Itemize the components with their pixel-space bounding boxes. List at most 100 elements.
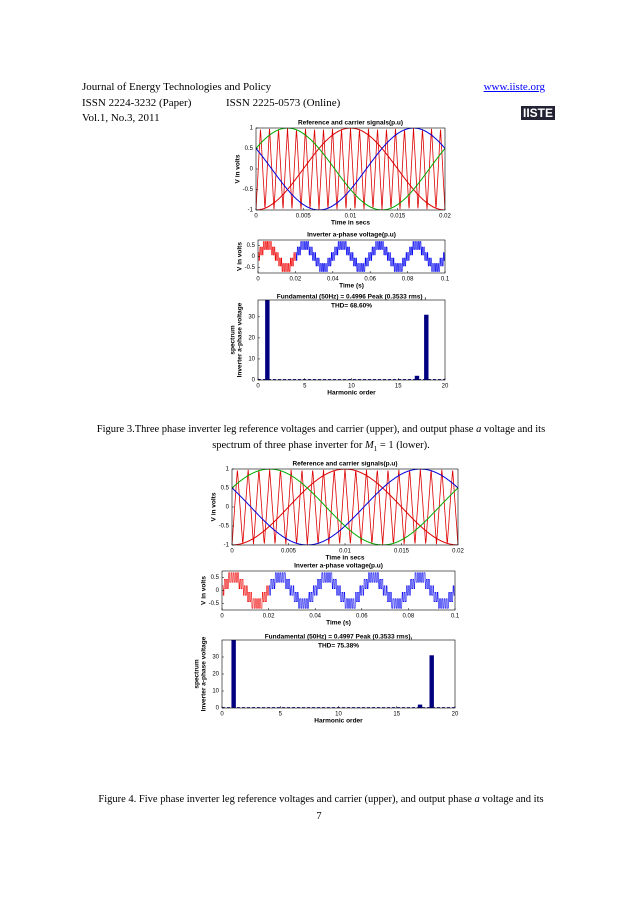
x-axis-label: Time in secs: [331, 220, 370, 227]
y-tick-label: -0.5: [209, 601, 220, 607]
y-axis-label: V in volts: [235, 154, 242, 183]
bar: [265, 300, 270, 380]
y-tick-label: -1: [248, 208, 254, 214]
bar: [417, 704, 423, 708]
journal: Journal of Energy Technologies and Polic…: [82, 81, 272, 93]
y-axis-label: V in volts: [237, 242, 244, 271]
x-tick-label: 0.08: [402, 277, 414, 283]
reference-wave: [232, 469, 458, 545]
x-tick-label: 0.02: [439, 214, 451, 220]
logo: IISTE: [521, 106, 556, 120]
caption-text: Figure 4. Five phase inverter leg refere…: [98, 794, 475, 805]
plot-title: Reference and carrier signals(p.u): [292, 461, 397, 468]
caption-text: = 1 (lower).: [377, 440, 430, 451]
output-wave: [268, 572, 455, 609]
plot-area: [258, 241, 445, 272]
x-tick-label: 0.08: [403, 614, 415, 620]
y-tick-label: 0.5: [221, 486, 230, 492]
frame: [255, 127, 446, 211]
x-axis-label: Time (s): [339, 283, 364, 290]
y-tick-label: 0: [252, 254, 256, 260]
y-tick-label: -1: [224, 543, 230, 549]
plot-title: THD= 68.60%: [331, 303, 372, 310]
plot-area: [256, 128, 445, 210]
x-tick-label: 0: [256, 277, 260, 283]
website: www.iiste.org: [483, 81, 545, 93]
x-tick-label: 0.015: [394, 549, 410, 555]
y-axis-label: spectrum: [194, 659, 201, 688]
output-wave: [295, 241, 445, 272]
x-axis-label: Harmonic order: [327, 390, 376, 397]
frame: [221, 639, 456, 709]
y-tick-label: 0.5: [211, 575, 220, 581]
page-number: 7: [316, 811, 322, 822]
x-tick-label: 5: [279, 712, 283, 718]
x-tick-label: 0: [230, 549, 234, 555]
x-tick-label: 0: [254, 214, 258, 220]
carrier-wave: [256, 128, 445, 210]
x-tick-label: 10: [348, 384, 355, 390]
x-tick-label: 10: [335, 712, 342, 718]
plot-area: [222, 572, 455, 609]
x-tick-label: 0.06: [364, 277, 376, 283]
bar: [414, 375, 420, 380]
x-tick-label: 0.1: [441, 277, 450, 283]
bar: [231, 640, 236, 708]
y-tick-label: -0.5: [243, 187, 254, 193]
caption-text: M: [364, 440, 374, 451]
caption-text: a: [476, 424, 482, 435]
caption: Figure 4. Five phase inverter leg refere…: [92, 792, 550, 808]
caption-text: voltage and its spectrum of three phase …: [212, 424, 546, 451]
y-tick-label: 0.5: [247, 243, 256, 249]
y-axis-label: V in volts: [201, 576, 208, 605]
reference-wave: [256, 128, 445, 210]
x-tick-label: 0.005: [281, 549, 297, 555]
x-tick-label: 0.02: [290, 277, 302, 283]
issn-paper: ISSN 2224-3232 (Paper): [82, 97, 192, 109]
plot-title: Fundamental (50Hz) = 0.4997 Peak (0.3533…: [265, 634, 413, 641]
x-tick-label: 0.02: [263, 614, 275, 620]
y-tick-label: 20: [212, 672, 219, 678]
y-axis-label: V in volts: [211, 492, 218, 521]
x-tick-label: 0.06: [356, 614, 368, 620]
x-tick-label: 0.01: [345, 214, 357, 220]
y-tick-label: 10: [212, 689, 219, 695]
y-tick-label: 0: [250, 167, 254, 173]
y-tick-label: 20: [248, 335, 255, 341]
plot-area: [258, 300, 445, 380]
x-tick-label: 0.01: [339, 549, 351, 555]
x-tick-label: 5: [303, 384, 307, 390]
plot-title: Fundamental (50Hz) = 0.4996 Peak (0.3533…: [277, 294, 427, 301]
carrier-wave: [232, 469, 458, 545]
reference-wave: [256, 128, 445, 210]
bar: [424, 314, 429, 380]
x-tick-label: 0.015: [390, 214, 406, 220]
plot-title: THD= 75.38%: [318, 643, 359, 650]
reference-wave: [232, 469, 458, 545]
y-tick-label: 0: [252, 378, 256, 384]
x-tick-label: 15: [395, 384, 402, 390]
reference-wave: [232, 469, 458, 545]
x-tick-label: 0: [256, 384, 260, 390]
y-axis-label: spectrum: [230, 325, 237, 354]
caption-text: 1: [373, 445, 378, 454]
bar: [429, 655, 434, 708]
x-axis-label: Time (s): [326, 620, 351, 627]
y-tick-label: 0: [216, 706, 220, 712]
plot-title: Inverter a-phase voltage(p.u): [307, 232, 396, 239]
x-tick-label: 0.02: [452, 549, 464, 555]
y-tick-label: 1: [226, 467, 230, 473]
y-tick-label: 0: [216, 588, 220, 594]
x-axis-label: Time in secs: [326, 555, 365, 562]
x-tick-label: 0: [220, 712, 224, 718]
x-tick-label: 0.1: [451, 614, 460, 620]
y-tick-label: 1: [250, 126, 254, 132]
plot-title: Reference and carrier signals(p.u): [298, 120, 403, 127]
y-axis-label: Inverter a-phase voltage: [201, 636, 208, 711]
caption: Figure 3.Three phase inverter leg refere…: [92, 422, 550, 457]
x-tick-label: 0: [220, 614, 224, 620]
y-tick-label: 30: [248, 314, 255, 320]
x-tick-label: 0.04: [327, 277, 339, 283]
